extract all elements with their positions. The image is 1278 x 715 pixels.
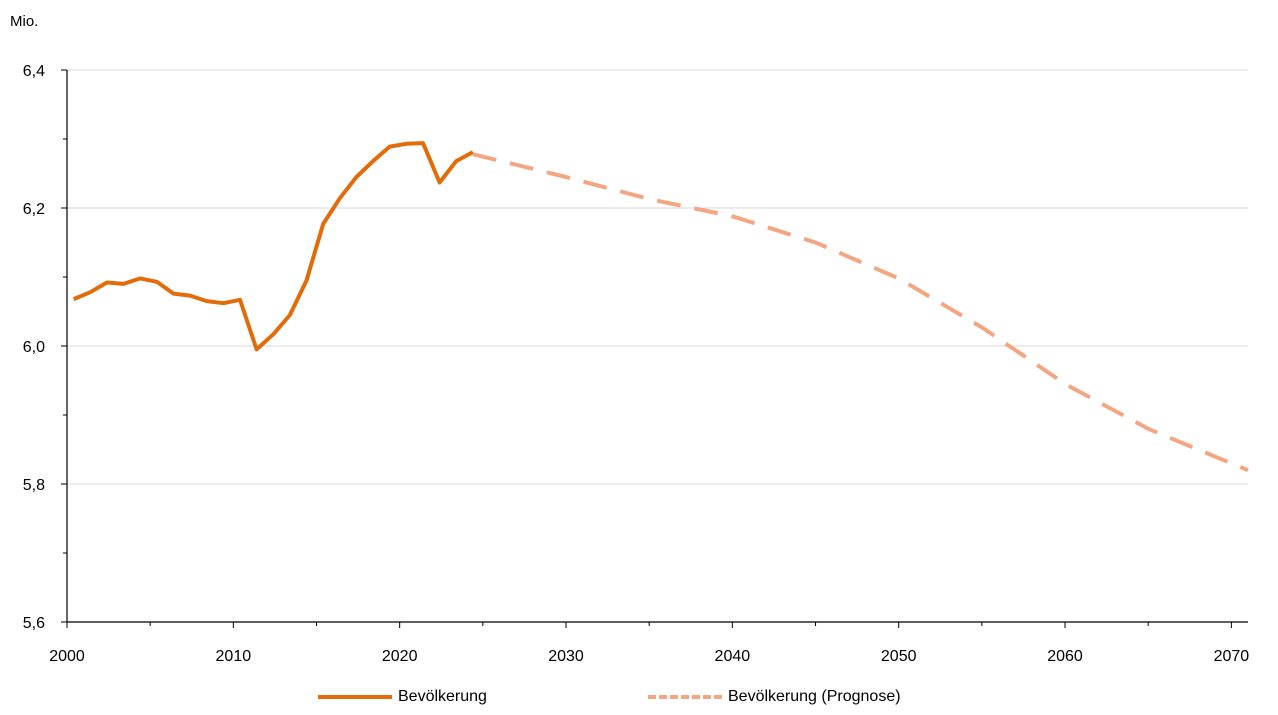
legend: Bevölkerung Bevölkerung (Prognose)	[0, 688, 1278, 712]
y-tick-label: 6,4	[23, 63, 45, 80]
y-tick-label: 5,8	[23, 477, 45, 494]
y-tick-label: 6,0	[23, 339, 45, 356]
x-tick-label: 2070	[1214, 648, 1250, 665]
x-tick-label: 2060	[1047, 648, 1083, 665]
legend-item-prognose: Bevölkerung (Prognose)	[648, 688, 901, 706]
x-tick-label: 2010	[216, 648, 252, 665]
y-tick-label: 6,2	[23, 201, 45, 218]
x-tick-label: 2020	[382, 648, 418, 665]
legend-label: Bevölkerung	[398, 688, 487, 705]
y-unit-label: Mio.	[10, 13, 38, 30]
gridlines	[67, 69, 1248, 485]
x-tick-label: 2000	[49, 648, 85, 665]
x-tick-label: 2040	[715, 648, 751, 665]
series-line-bevoelkerung	[72, 141, 474, 352]
tick-labels: 5,6 5,8 6,0 6,2 6,4 2000 2010 2020 2030 2040 2050 2…	[23, 63, 1250, 665]
y-tick-label: 5,6	[23, 615, 45, 632]
x-tick-label: 2050	[881, 648, 917, 665]
legend-swatch-solid	[318, 695, 392, 699]
x-tick-label: 2030	[548, 648, 584, 665]
legend-swatch-dashed	[648, 695, 722, 699]
series-line-prognose	[472, 152, 1249, 473]
legend-item-bevoelkerung: Bevölkerung	[318, 688, 487, 706]
legend-label: Bevölkerung (Prognose)	[728, 688, 901, 705]
series-lines	[72, 141, 1249, 473]
axes	[61, 69, 1248, 628]
